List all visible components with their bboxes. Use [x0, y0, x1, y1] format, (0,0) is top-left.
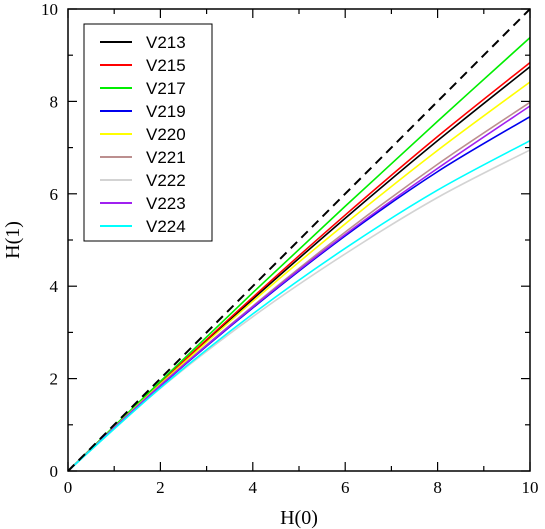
x-tick-label: 8 [433, 478, 442, 497]
legend-label: V217 [146, 79, 186, 98]
x-tick-label: 4 [249, 478, 258, 497]
legend: V213 V215 V217 V219 V220 V221 V222 V223 V224 [83, 23, 213, 242]
y-tick-label: 2 [50, 370, 59, 389]
legend-label: V221 [146, 148, 186, 167]
series-line-v223 [67, 105, 531, 472]
y-tick-label: 4 [50, 277, 59, 296]
series-line-v217 [67, 37, 531, 472]
x-axis-title: H(0) [280, 507, 318, 529]
series-line-v224 [67, 139, 531, 472]
legend-label: V220 [146, 125, 186, 144]
x-tick-label: 10 [522, 478, 539, 497]
tick-labels: 0 2 4 6 8 10 0 2 4 6 8 10 [41, 0, 539, 497]
x-tick-label: 0 [64, 478, 73, 497]
y-tick-label: 6 [50, 185, 59, 204]
reference-line [67, 8, 531, 472]
legend-box [83, 23, 213, 242]
axis-ticks [67, 8, 531, 472]
y-tick-label: 0 [50, 462, 59, 481]
y-tick-label: 8 [50, 92, 59, 111]
x-tick-label: 6 [341, 478, 350, 497]
legend-label: V213 [146, 33, 186, 52]
legend-label: V223 [146, 194, 186, 213]
x-tick-label: 2 [156, 478, 165, 497]
legend-label: V215 [146, 56, 186, 75]
plot-lines [67, 8, 531, 472]
legend-label: V224 [146, 217, 186, 236]
legend-label: V219 [146, 102, 186, 121]
legend-label: V222 [146, 171, 186, 190]
y-axis-title: H(1) [2, 221, 24, 259]
y-tick-label: 10 [41, 0, 58, 19]
